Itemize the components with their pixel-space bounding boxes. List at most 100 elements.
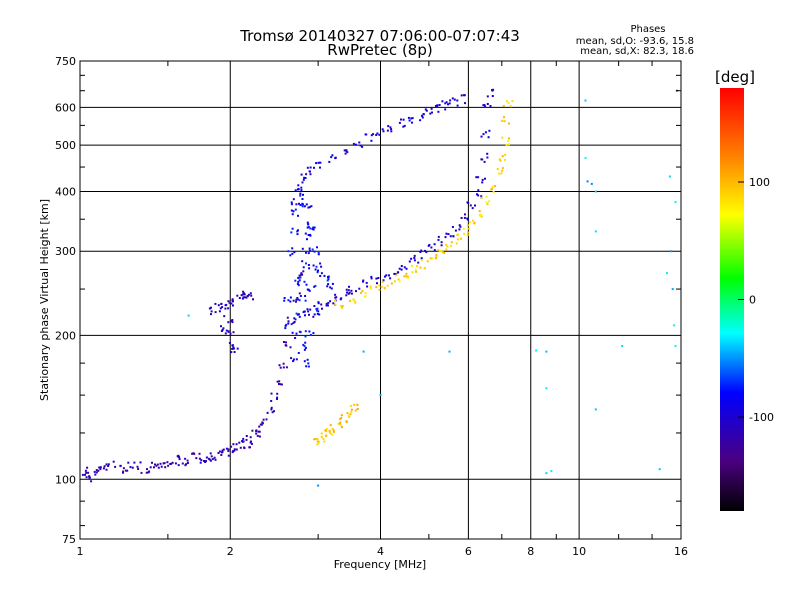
echo-point [504,158,506,161]
echo-point [198,452,201,455]
echo-point [388,274,390,277]
echo-point [334,303,337,306]
echo-point [369,285,372,288]
x-tick-label: 8 [527,545,534,558]
echo-point [219,307,222,310]
echo-point [316,312,319,315]
echo-point [258,435,261,438]
echo-point [505,143,508,146]
echo-point [378,288,381,291]
echo-point [164,466,167,469]
echo-point [81,473,84,476]
echo-point [422,113,425,116]
echo-point [214,311,217,314]
echo-point [491,95,494,97]
echo-point [222,448,225,451]
echo-point [105,463,108,466]
echo-point [251,429,254,432]
echo-point [501,167,504,170]
echo-point [312,228,315,231]
echo-point [408,260,411,263]
echo-point [481,178,484,181]
echo-point [484,177,486,180]
echo-point [88,475,91,478]
echo-point [218,310,221,313]
echo-point [249,436,252,439]
echo-point [376,282,378,285]
echo-point [114,465,117,468]
echo-point [362,279,365,282]
echo-point [236,294,239,297]
echo-point [326,285,329,288]
echo-point [228,342,231,344]
echo-point [271,411,274,414]
echo-point [352,142,355,145]
echo-point [586,180,589,183]
echo-point [315,162,318,165]
colorbar-tick-label: 0 [749,294,756,307]
echo-point [193,452,196,455]
echo-point [103,465,106,468]
echo-point [347,289,350,292]
echo-point [140,471,143,474]
echo-point [270,392,273,395]
echo-point [387,125,390,128]
echo-point [448,350,451,353]
echo-point [293,321,296,323]
echo-point [205,456,208,459]
echo-point [353,403,356,406]
echo-point [230,302,233,305]
echo-point [290,201,293,204]
echo-point [340,304,342,307]
echo-point [88,476,91,479]
echo-point [293,251,296,254]
echo-point [107,463,110,466]
echo-point [250,294,253,297]
echo-point [379,394,382,397]
echo-point [298,274,301,277]
echo-point [210,306,212,309]
echo-point [477,194,480,197]
echo-point [312,264,315,267]
echo-point [590,182,593,185]
echo-point [346,291,348,294]
echo-point [296,297,299,299]
echo-point [301,247,304,250]
echo-point [446,245,449,248]
echo-point [228,301,231,304]
echo-point [415,270,418,273]
echo-point [413,254,416,257]
echo-point [306,166,309,169]
echo-point [205,460,207,463]
echo-point [467,231,470,234]
echo-point [270,408,273,411]
echo-point [337,422,340,425]
echo-point [243,447,246,450]
echo-point [395,274,398,277]
echo-point [307,206,310,209]
echo-point [328,160,331,163]
echo-point [354,300,356,303]
echo-point [307,365,310,368]
echo-point [320,272,323,275]
echo-point [445,243,448,246]
echo-point [129,466,132,469]
echo-point [289,300,292,303]
y-tick-label: 200 [55,329,76,342]
echo-point [292,299,295,302]
echo-point [137,468,140,470]
echo-point [232,331,235,334]
echo-point [225,447,228,450]
echo-point [370,277,373,280]
echo-point [312,332,315,335]
echo-point [403,124,406,127]
plot-frame [79,60,682,540]
echo-point [434,257,437,260]
echo-point [224,332,227,335]
echo-point [323,274,326,277]
echo-point [400,118,402,121]
echo-point [151,461,153,464]
echo-point [674,345,677,347]
echo-point [258,425,261,428]
echo-point [293,317,296,320]
